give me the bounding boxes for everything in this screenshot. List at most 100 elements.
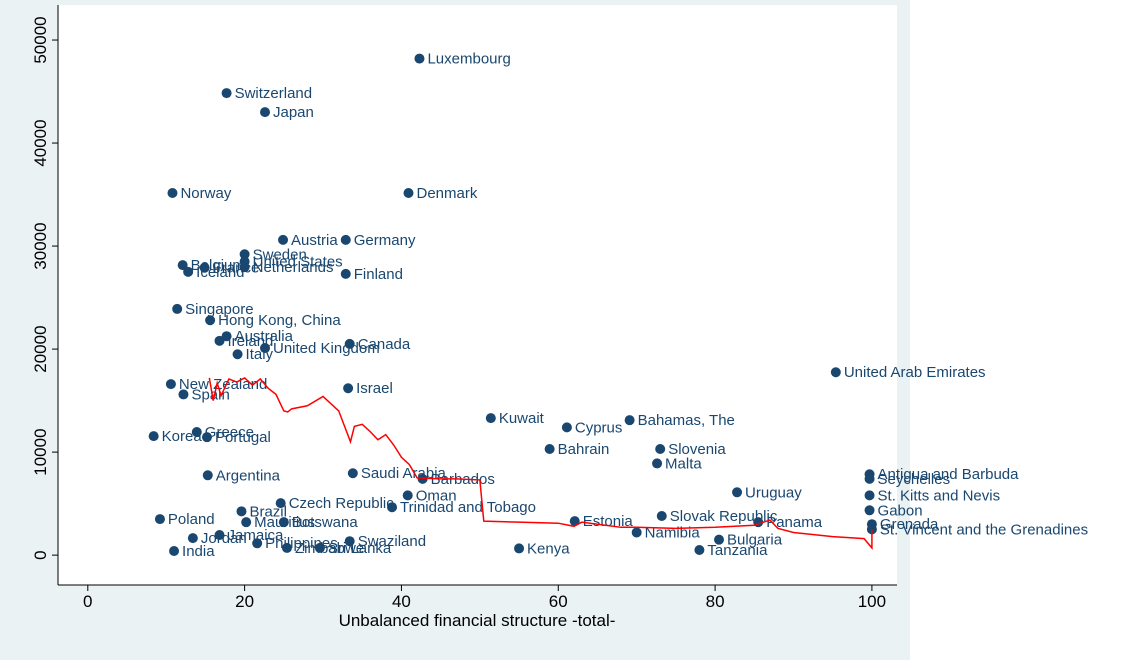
point-label: Kenya — [527, 540, 570, 557]
point — [205, 315, 216, 326]
point — [402, 490, 413, 501]
point-label: Finland — [354, 266, 403, 283]
point-label: Gabon — [878, 502, 923, 519]
point — [221, 331, 232, 342]
point — [177, 260, 188, 271]
point — [631, 527, 642, 538]
point-label: Sweden — [253, 246, 307, 263]
point-label: Sri Lanka — [328, 540, 392, 557]
point-label: Netherlands — [253, 259, 334, 276]
point — [387, 502, 398, 513]
point-label: Swaziland — [358, 533, 426, 550]
point — [314, 542, 325, 553]
point — [214, 530, 225, 541]
point-label: Portugal — [215, 429, 271, 446]
point-label: Panama — [766, 514, 823, 531]
point-label: Iceland — [196, 264, 244, 281]
point-label: Bahrain — [558, 441, 610, 458]
point — [172, 303, 183, 314]
point-label: Jamaica — [228, 527, 285, 544]
x-tick-label: 80 — [706, 592, 725, 611]
point-label: Uruguay — [745, 484, 802, 501]
point-label: Canada — [358, 336, 411, 353]
point — [714, 534, 725, 545]
point — [403, 188, 414, 199]
point-label: Luxembourg — [427, 51, 510, 68]
point-label: United Arab Emirates — [844, 364, 986, 381]
point-label: Seychelles — [878, 471, 951, 488]
point-label: Israel — [356, 380, 393, 397]
point-label: Germany — [354, 232, 416, 249]
point-label: Malta — [665, 455, 702, 472]
point-label: Australia — [235, 328, 294, 345]
point-label: France — [213, 260, 260, 277]
point — [343, 383, 354, 394]
point — [154, 514, 165, 525]
y-tick-label: 50000 — [31, 16, 50, 63]
point-label: Japan — [273, 104, 314, 121]
point — [275, 498, 286, 509]
point — [191, 427, 202, 438]
point — [260, 107, 271, 118]
x-tick-label: 100 — [858, 592, 886, 611]
y-tick-label: 40000 — [31, 119, 50, 166]
point — [569, 516, 580, 527]
point-label: Bulgaria — [727, 532, 783, 549]
point — [165, 379, 176, 390]
point — [694, 544, 705, 555]
point — [239, 249, 250, 260]
x-tick-label: 20 — [235, 592, 254, 611]
point — [864, 490, 875, 501]
point — [167, 188, 178, 199]
point — [864, 505, 875, 516]
point-label: Oman — [416, 487, 457, 504]
point-label: Argentina — [216, 467, 281, 484]
point — [514, 543, 525, 554]
point — [655, 444, 666, 455]
point-label: Namibia — [645, 524, 701, 541]
point — [148, 431, 159, 442]
point-label: Kuwait — [499, 410, 545, 427]
point — [347, 468, 358, 479]
point — [624, 415, 635, 426]
point — [183, 266, 194, 277]
point — [260, 343, 271, 354]
fit-line — [208, 377, 873, 550]
point — [864, 473, 875, 484]
y-tick-label: 0 — [31, 550, 50, 559]
y-tick-label: 10000 — [31, 428, 50, 475]
x-axis-title: Unbalanced financial structure -total- — [339, 611, 616, 630]
point — [544, 444, 555, 455]
point — [199, 262, 210, 273]
point — [236, 506, 247, 517]
point — [202, 470, 213, 481]
point — [221, 88, 232, 99]
point-label: St. Vincent and the Grenadines — [880, 521, 1088, 538]
point-label: Bahamas, The — [638, 412, 735, 429]
point-label: Grenada — [880, 516, 939, 533]
point — [656, 510, 667, 521]
point-label: Poland — [168, 511, 215, 528]
point-label: Trinidad and Tobago — [400, 499, 536, 516]
point — [232, 349, 243, 360]
point — [652, 458, 663, 469]
point-label: Greece — [205, 424, 254, 441]
point-label: India — [182, 543, 215, 560]
point-label: Hong Kong, China — [218, 312, 341, 329]
point — [241, 517, 252, 528]
x-tick-label: 0 — [83, 592, 92, 611]
plot-region — [58, 5, 897, 585]
point — [561, 422, 572, 433]
point-label: Denmark — [416, 185, 477, 202]
point-label: Antigua and Barbuda — [878, 466, 1020, 483]
point-label: St. Kitts and Nevis — [878, 487, 1001, 504]
point — [214, 335, 225, 346]
point — [278, 517, 289, 528]
point — [178, 389, 189, 400]
point — [201, 432, 212, 443]
point — [414, 53, 425, 64]
y-tick-label: 20000 — [31, 325, 50, 372]
point-label: Brazil — [249, 503, 287, 520]
point — [340, 268, 351, 279]
